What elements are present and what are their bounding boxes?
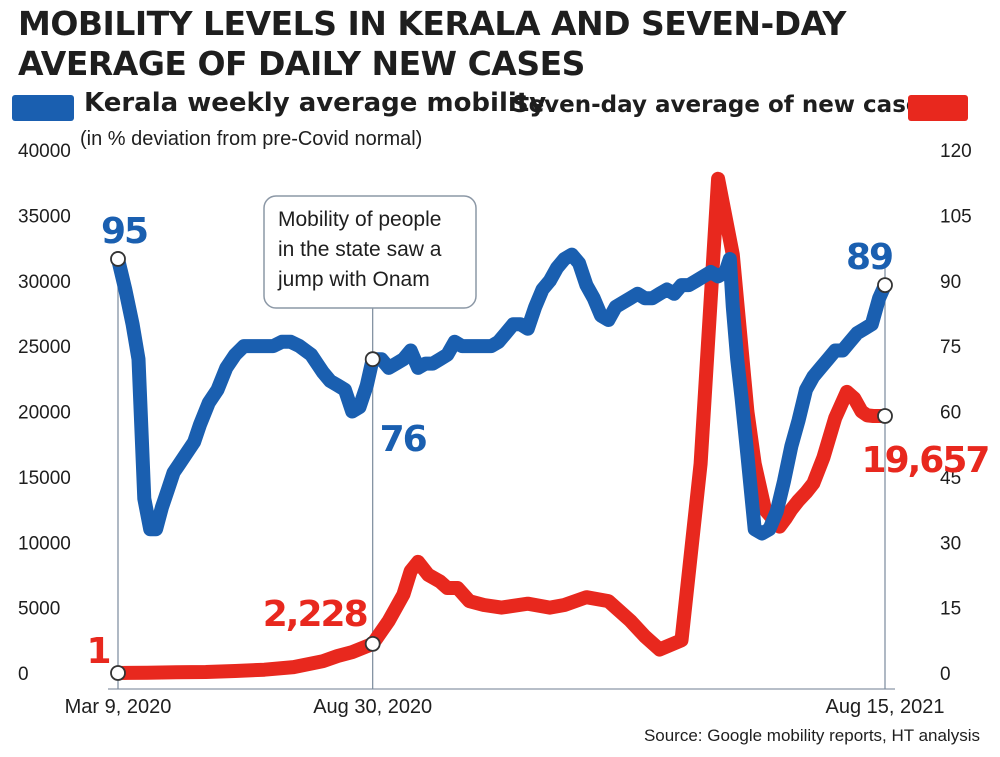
left-axis-tick-label: 5000 [18, 599, 60, 620]
right-axis-tick-label: 45 [940, 468, 961, 489]
cases-legend-swatch [908, 95, 968, 121]
source-note: Source: Google mobility reports, HT anal… [643, 726, 980, 745]
right-axis-tick-label: 90 [940, 272, 961, 293]
left-axis-tick-label: 25000 [18, 337, 71, 358]
mobility-data-label: 89 [846, 237, 892, 278]
cases-series-line [111, 171, 892, 680]
chart-title: MOBILITY LEVELS IN KERALA AND SEVEN-DAY … [18, 4, 846, 83]
x-axis-tick-label: Aug 15, 2021 [826, 696, 945, 718]
left-axis-tick-label: 20000 [18, 403, 71, 424]
cases-point-marker [877, 408, 893, 424]
mobility-legend-subtitle: (in % deviation from pre-Covid normal) [80, 128, 423, 150]
cases-point-marker [364, 635, 381, 652]
right-axis-tick-label: 75 [940, 337, 961, 358]
x-axis-tick-label: Aug 30, 2020 [313, 696, 432, 718]
left-axis-tick-label: 40000 [18, 141, 71, 162]
x-axis: Mar 9, 2020 Aug 30, 2020 Aug 15, 2021 [65, 688, 945, 718]
cases-point-marker [110, 665, 126, 681]
mobility-data-label: 76 [380, 419, 427, 460]
left-axis-tick-label: 0 [18, 664, 29, 685]
reference-lines [117, 262, 886, 689]
right-axis-tick-label: 15 [940, 599, 961, 620]
mobility-legend-swatch [12, 95, 74, 121]
annotation-line: jump with Onam [277, 268, 430, 291]
left-axis-tick-label: 35000 [18, 206, 71, 227]
left-axis-ticks: 0 5000 10000 15000 20000 25000 30000 35000 40000 [18, 141, 71, 685]
mobility-data-label: 95 [101, 211, 147, 252]
onam-annotation: Mobility of people in the state saw a jump… [263, 195, 477, 309]
right-axis-ticks: 0 15 30 45 60 75 90 105 120 [940, 141, 972, 685]
mobility-point-marker [877, 277, 893, 294]
data-markers [110, 251, 893, 681]
left-axis-tick-label: 30000 [18, 272, 71, 293]
right-axis-tick-label: 0 [940, 664, 951, 685]
left-axis-tick-label: 15000 [18, 468, 71, 489]
mobility-point-marker [110, 251, 126, 267]
right-axis-tick-label: 120 [940, 141, 972, 162]
left-axis-tick-label: 10000 [18, 533, 71, 554]
cases-legend-label: Seven-day average of new cases [512, 92, 936, 118]
data-labels: 95 76 89 1 2,228 19,657 [86, 211, 990, 672]
mobility-legend-label: Kerala weekly average mobility [84, 88, 547, 118]
right-axis-tick-label: 105 [940, 206, 972, 227]
x-axis-tick-label: Mar 9, 2020 [65, 696, 172, 718]
right-axis-tick-label: 30 [940, 533, 961, 554]
annotation-line: in the state saw a [278, 238, 442, 261]
cases-data-label: 19,657 [862, 440, 989, 481]
annotation-line: Mobility of people [278, 208, 441, 231]
cases-data-label: 2,228 [263, 594, 367, 635]
cases-data-label: 1 [86, 631, 109, 672]
mobility-point-marker [364, 351, 381, 368]
right-axis-tick-label: 60 [940, 403, 961, 424]
mobility-series-line [111, 247, 892, 541]
